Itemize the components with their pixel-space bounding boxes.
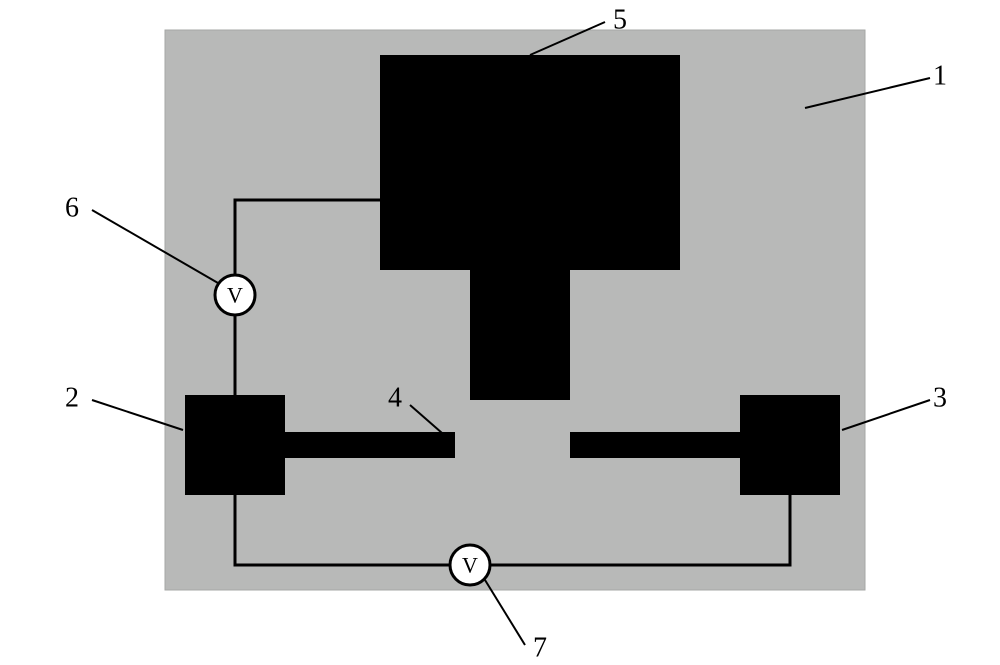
left-pad <box>185 395 285 495</box>
callout-label-6: 6 <box>65 192 79 223</box>
left-arm <box>285 432 455 458</box>
top-block-head <box>380 55 680 270</box>
top-block-stem <box>470 270 570 400</box>
callout-label-3: 3 <box>933 382 947 413</box>
callout-label-2: 2 <box>65 382 79 413</box>
callout-label-5: 5 <box>613 4 627 35</box>
right-arm <box>570 432 740 458</box>
callout-label-4: 4 <box>388 382 402 413</box>
voltmeter-7-glyph: V <box>462 553 478 578</box>
callout-label-1: 1 <box>933 60 947 91</box>
right-pad <box>740 395 840 495</box>
voltmeter-6-glyph: V <box>227 283 243 308</box>
callout-label-7: 7 <box>533 632 547 663</box>
